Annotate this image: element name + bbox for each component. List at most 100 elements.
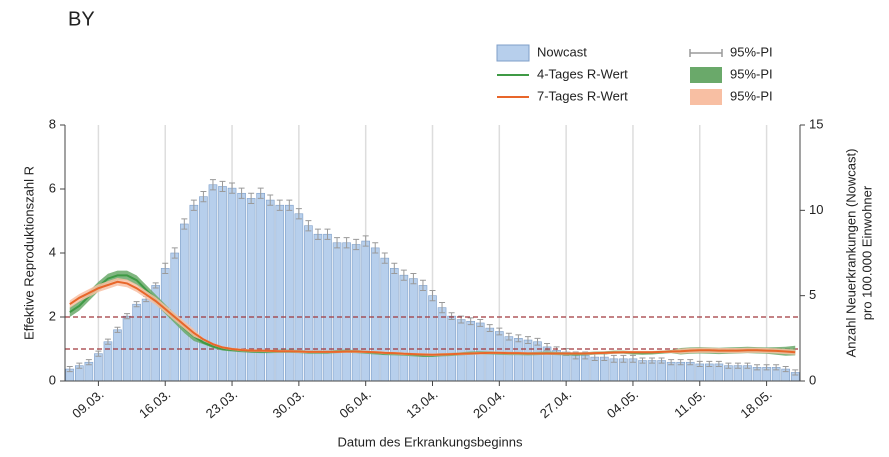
error-bar [687,359,694,366]
error-bar [133,301,140,308]
y2-tick-label: 10 [809,202,823,217]
x-tick-label: 18.05. [737,386,774,421]
legend-label: 4-Tages R-Wert [537,66,628,81]
error-bar [181,218,188,230]
legend-swatch [689,49,723,57]
error-bar [524,336,531,344]
bar [132,303,141,382]
bar [514,338,523,382]
error-bar [410,272,417,285]
bar [342,242,351,382]
x-tick-label: 16.03. [136,386,173,421]
error-bar [467,317,474,326]
error-bar [754,364,761,371]
x-tick-label: 13.04. [403,386,440,421]
bar [638,360,647,382]
legend-swatch [690,67,722,83]
bar [370,247,380,382]
bar [380,257,390,382]
bar [466,320,475,382]
error-bar [429,290,436,302]
bar [227,187,237,382]
error-bar [391,262,398,274]
error-bar [658,357,665,364]
error-bar [305,220,312,232]
y-axis-label: Effektive Reproduktionszahl R [21,166,36,340]
error-bar [66,365,73,373]
error-bar [114,326,121,333]
error-bar [124,313,131,320]
bar [323,233,332,382]
error-bar [229,182,236,194]
error-bar [104,338,111,345]
bar [313,233,323,382]
error-bar [677,359,684,366]
error-bar [372,242,379,254]
bar [437,307,447,382]
bar [428,295,437,382]
bar [94,353,103,382]
error-bar [362,235,369,247]
error-bar [286,199,293,211]
y-tick-label: 2 [49,308,56,323]
error-bar [486,324,493,333]
bar [533,341,542,382]
bar [199,196,208,382]
error-bar [353,238,360,251]
error-bar [668,359,675,366]
error-bar [267,194,274,206]
y-tick-label: 6 [49,180,56,195]
chart-title: BY [68,8,95,30]
bar [504,336,514,382]
x-tick-label: 20.04. [470,386,507,421]
bar [294,213,304,382]
x-tick-label: 11.05. [671,386,708,420]
error-bar [95,350,102,357]
bar [265,199,275,382]
error-bar [792,369,799,376]
bar [361,240,370,382]
bar [285,204,294,382]
y-tick-label: 4 [49,244,56,259]
bar [485,327,495,382]
error-bar [505,332,512,341]
error-bar [477,319,484,327]
error-bar [610,354,617,363]
bar [390,268,399,382]
legend-label: 95%-PI [730,66,773,81]
error-bar [706,360,713,367]
legend-swatch [496,44,530,62]
bar [409,278,418,382]
error-bar [448,312,455,321]
legend-label: 7-Tages R-Wert [537,88,628,103]
bar [113,329,122,382]
error-bar [725,362,732,369]
bar [332,242,342,382]
bar [523,339,533,382]
bar [304,225,313,382]
error-bar [248,192,255,205]
error-bar [734,362,741,369]
error-bar [334,237,341,249]
x-tick-label: 06.04. [336,386,373,421]
bar [218,186,227,382]
bar [237,192,246,382]
legend-swatch [690,89,722,105]
error-bar [763,364,770,371]
error-bar [696,360,703,367]
error-bar [639,357,646,364]
x-tick-label: 04.05. [604,386,641,421]
error-bar [715,360,722,367]
legend-label: 95%-PI [730,44,773,59]
error-bar [276,199,283,211]
error-bar [324,228,331,240]
y2-axis-label: pro 100.000 Einwohner [859,185,874,320]
error-bar [649,357,656,364]
error-bar [209,179,216,191]
bar [561,351,571,382]
error-bar [314,228,321,240]
bar [246,198,256,382]
error-bar [295,208,302,220]
bar [495,331,504,382]
